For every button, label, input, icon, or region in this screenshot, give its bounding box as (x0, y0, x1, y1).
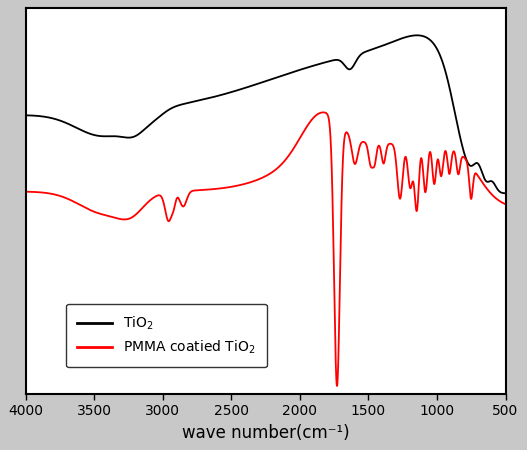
Legend: TiO$_2$, PMMA coatied TiO$_2$: TiO$_2$, PMMA coatied TiO$_2$ (66, 303, 267, 368)
X-axis label: wave number(cm⁻¹): wave number(cm⁻¹) (182, 423, 349, 441)
